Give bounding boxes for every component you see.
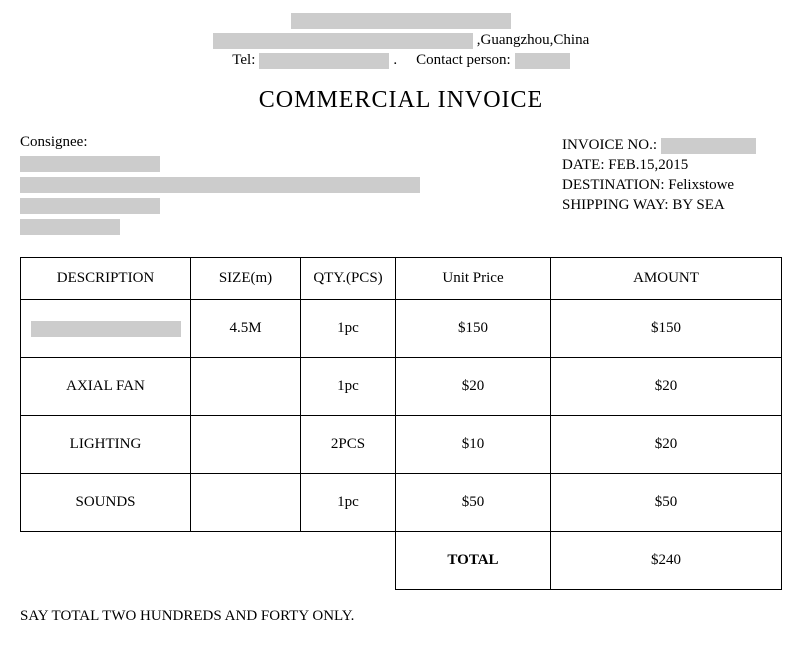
consignee-label: Consignee:: [20, 134, 562, 151]
total-value: $240: [551, 532, 782, 590]
cell-unit-price: $20: [396, 358, 551, 416]
cell-unit-price: $150: [396, 300, 551, 358]
shipping-line: SHIPPING WAY: BY SEA: [562, 197, 782, 214]
th-amount: AMOUNT: [551, 258, 782, 300]
document-title: COMMERCIAL INVOICE: [20, 87, 782, 114]
table-row: 4.5M 1pc $150 $150: [21, 300, 782, 358]
tel-label: Tel:: [232, 52, 255, 69]
location-suffix: ,Guangzhou,China: [477, 32, 589, 49]
items-table: DESCRIPTION SIZE(m) QTY.(PCS) Unit Price…: [20, 257, 782, 590]
th-description: DESCRIPTION: [21, 258, 191, 300]
redacted-consignee-4: [20, 219, 120, 235]
date-line: DATE: FEB.15,2015: [562, 157, 782, 174]
shipping-value: BY SEA: [672, 197, 724, 213]
redacted-invoice-no: [661, 138, 756, 154]
cell-description: LIGHTING: [21, 416, 191, 474]
invoice-meta-block: INVOICE NO.: DATE: FEB.15,2015 DESTINATI…: [562, 134, 782, 217]
date-value: FEB.15,2015: [608, 157, 688, 173]
cell-description: [21, 300, 191, 358]
table-row: AXIAL FAN 1pc $20 $20: [21, 358, 782, 416]
contact-label: Contact person:: [416, 52, 511, 69]
total-blank-2: [191, 532, 301, 590]
cell-description: AXIAL FAN: [21, 358, 191, 416]
shipping-label: SHIPPING WAY:: [562, 197, 669, 213]
total-blank-1: [21, 532, 191, 590]
redacted-item-desc: [31, 321, 181, 337]
table-row: SOUNDS 1pc $50 $50: [21, 474, 782, 532]
consignee-block: Consignee:: [20, 134, 562, 239]
table-row: LIGHTING 2PCS $10 $20: [21, 416, 782, 474]
table-header-row: DESCRIPTION SIZE(m) QTY.(PCS) Unit Price…: [21, 258, 782, 300]
th-unit-price: Unit Price: [396, 258, 551, 300]
cell-amount: $50: [551, 474, 782, 532]
redacted-company-name: [291, 13, 511, 29]
invoice-no-label: INVOICE NO.:: [562, 137, 657, 153]
amount-in-words: SAY TOTAL TWO HUNDREDS AND FORTY ONLY.: [20, 608, 782, 625]
total-row: TOTAL $240: [21, 532, 782, 590]
header-line-1: [20, 13, 782, 29]
redacted-contact-person: [515, 53, 570, 69]
redacted-consignee-3: [20, 198, 160, 214]
header-line-3: Tel: . Contact person:: [20, 52, 782, 69]
cell-amount: $20: [551, 416, 782, 474]
header-line-2: ,Guangzhou,China: [20, 32, 782, 49]
destination-line: DESTINATION: Felixstowe: [562, 177, 782, 194]
cell-qty: 1pc: [301, 358, 396, 416]
cell-size: [191, 358, 301, 416]
cell-size: 4.5M: [191, 300, 301, 358]
cell-qty: 1pc: [301, 474, 396, 532]
cell-amount: $20: [551, 358, 782, 416]
destination-value: Felixstowe: [668, 177, 734, 193]
redacted-address: [213, 33, 473, 49]
cell-unit-price: $10: [396, 416, 551, 474]
redacted-consignee-1: [20, 156, 160, 172]
cell-amount: $150: [551, 300, 782, 358]
invoice-no-line: INVOICE NO.:: [562, 137, 782, 154]
destination-label: DESTINATION:: [562, 177, 665, 193]
cell-size: [191, 416, 301, 474]
cell-description: SOUNDS: [21, 474, 191, 532]
header: ,Guangzhou,China Tel: . Contact person:: [20, 13, 782, 69]
redacted-tel: [259, 53, 389, 69]
redacted-consignee-2: [20, 177, 420, 193]
meta-section: Consignee: INVOICE NO.: DATE: FEB.15,201…: [20, 134, 782, 239]
date-label: DATE:: [562, 157, 605, 173]
th-size: SIZE(m): [191, 258, 301, 300]
cell-qty: 1pc: [301, 300, 396, 358]
cell-unit-price: $50: [396, 474, 551, 532]
total-label: TOTAL: [396, 532, 551, 590]
cell-size: [191, 474, 301, 532]
th-qty: QTY.(PCS): [301, 258, 396, 300]
cell-qty: 2PCS: [301, 416, 396, 474]
total-blank-3: [301, 532, 396, 590]
